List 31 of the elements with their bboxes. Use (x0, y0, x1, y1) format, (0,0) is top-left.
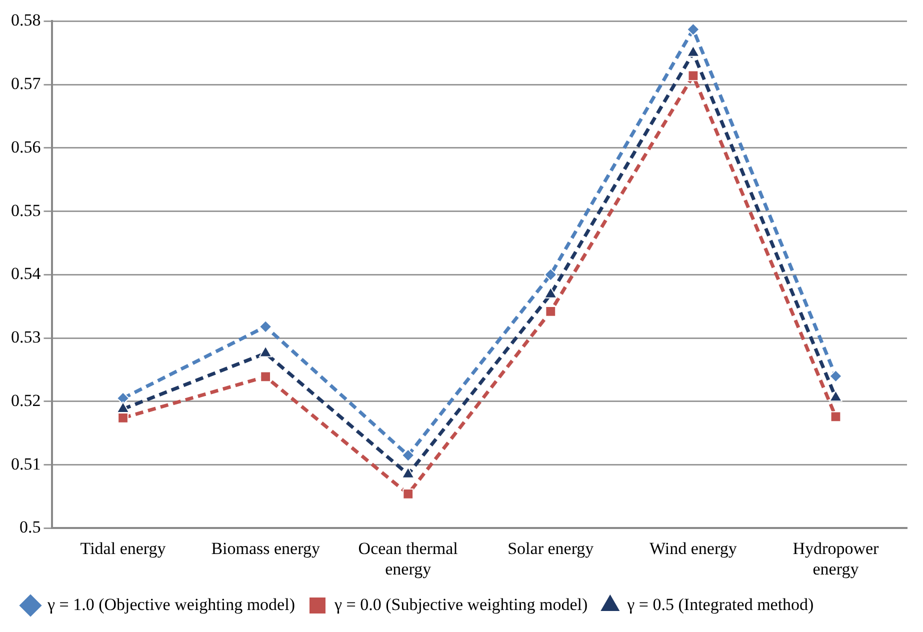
y-tick-label: 0.55 (11, 200, 41, 220)
x-tick-label: Tidal energy (80, 538, 166, 558)
y-tick-label: 0.58 (11, 10, 41, 30)
y-tick-label: 0.5 (20, 518, 41, 537)
point (544, 268, 558, 282)
point (829, 370, 842, 383)
y-tick-label: 0.57 (11, 74, 42, 94)
x-tick-label: Solar energy (508, 538, 594, 558)
x-tick-label: Hydropower energy (792, 538, 880, 578)
y-tick-label: 0.54 (11, 264, 42, 284)
y-tick-label: 0.52 (11, 390, 41, 410)
x-tick-label: Biomass energy (211, 538, 320, 558)
point (260, 371, 272, 382)
point (118, 412, 128, 424)
y-tick-label: 0.51 (11, 454, 41, 474)
point (686, 22, 700, 36)
legend-label: γ = 1.0 (Objective weighting model) (46, 594, 295, 614)
x-tick-label: Ocean thermal energy (358, 538, 458, 578)
point (259, 320, 272, 334)
point (402, 448, 415, 462)
point (688, 70, 699, 82)
legend-label: γ = 0.0 (Subjective weighting model) (333, 594, 588, 614)
point (830, 411, 842, 422)
x-tick-label: Wind energy (650, 538, 738, 558)
point (116, 402, 130, 414)
y-tick-label: 0.56 (11, 137, 41, 156)
legend-label: γ = 0.5 (Integrated method) (626, 594, 814, 614)
point (402, 488, 414, 500)
point (116, 392, 130, 405)
point (545, 306, 556, 317)
y-tick-label: 0.53 (11, 328, 41, 347)
